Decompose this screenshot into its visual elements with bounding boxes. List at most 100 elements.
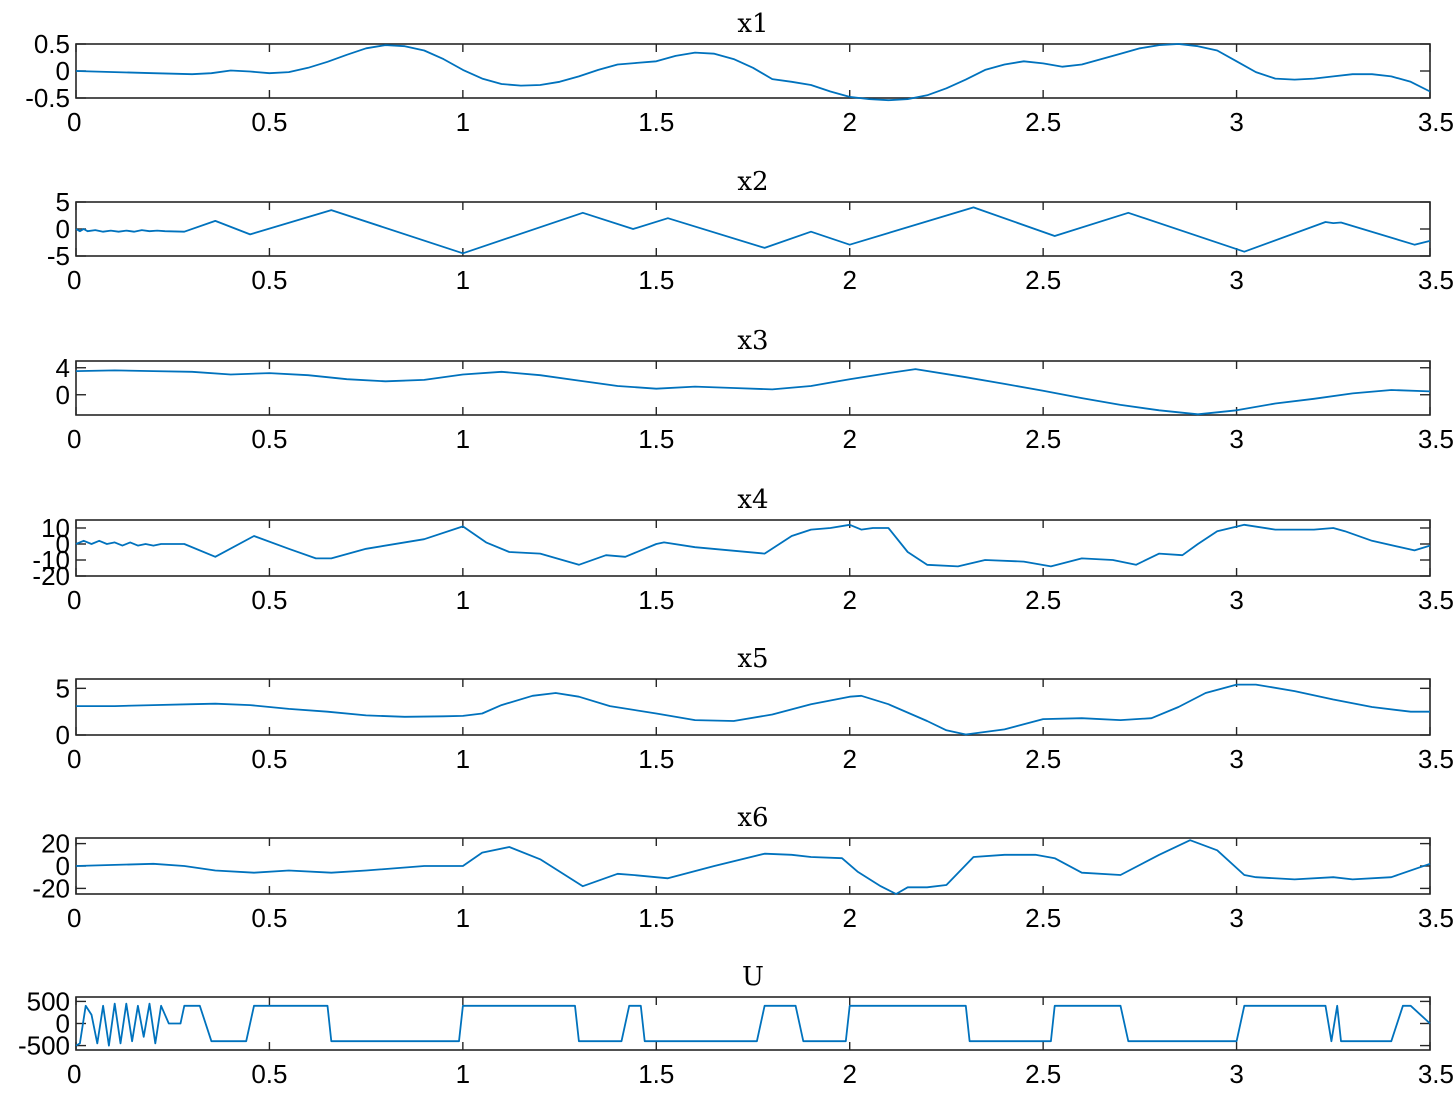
subplot-title: x3	[737, 326, 768, 356]
subplot-title: x4	[737, 485, 768, 515]
y-tick-label: -5	[47, 241, 70, 271]
series-line-u	[75, 1002, 1431, 1047]
subplot-x5: x5 0 0.5 1 1.5 2 2.5 3 3.5 0 5	[56, 644, 1454, 774]
subplot-title: x2	[737, 167, 768, 197]
x-tick-label: 1	[456, 424, 470, 454]
series-line-x2	[75, 206, 1431, 255]
x-tick-label: 0.5	[251, 1059, 287, 1089]
x-tick-label: 3	[1229, 424, 1243, 454]
x-tick-label: 3	[1229, 1059, 1243, 1089]
x-tick-label: 0.5	[251, 424, 287, 454]
subplot-x2: x20 0.5 1 1.5 2 2.5 3 3.5-505	[47, 167, 1454, 295]
x-tick-label: 3.5	[1418, 744, 1454, 774]
x-tick-label: 2	[842, 744, 856, 774]
x-tick-label: 0.5	[251, 744, 287, 774]
y-tick-label: 0	[56, 529, 70, 559]
y-tick-label: -0.5	[25, 83, 70, 113]
x-tick-label: 1	[456, 265, 470, 295]
x-tick-label: 2.5	[1025, 1059, 1061, 1089]
x-tick-label: 0.5	[251, 585, 287, 615]
y-tick-label: 5	[56, 673, 70, 703]
x-tick-label: 2	[842, 585, 856, 615]
axes-frame	[75, 837, 1431, 895]
x-tick-label: 0	[67, 1059, 81, 1089]
y-tick-label: 500	[27, 986, 70, 1016]
y-tick-label: 0	[56, 380, 70, 410]
x-tick-label: 3	[1229, 903, 1243, 933]
y-tick-label: 0	[56, 56, 70, 86]
x-tick-label: 3.5	[1418, 265, 1454, 295]
x-tick-label: 3.5	[1418, 903, 1454, 933]
x-tick-label: 3	[1229, 585, 1243, 615]
x-tick-label: 2.5	[1025, 585, 1061, 615]
x-tick-label: 3.5	[1418, 424, 1454, 454]
x-tick-label: 3.5	[1418, 585, 1454, 615]
x-tick-label: 1.5	[638, 1059, 674, 1089]
x-tick-label: 1.5	[638, 107, 674, 137]
x-tick-label: 2.5	[1025, 903, 1061, 933]
x-tick-label: 2.5	[1025, 265, 1061, 295]
y-tick-label: 0	[56, 851, 70, 881]
subplot-title: x1	[737, 9, 768, 39]
subplot-x3: x30 0.5 1 1.5 2 2.5 3 3.504	[56, 326, 1454, 454]
x-tick-label: 1	[456, 744, 470, 774]
subplot-title: U	[742, 962, 764, 992]
x-tick-label: 1.5	[638, 424, 674, 454]
x-tick-label: 2	[842, 903, 856, 933]
y-tick-label: 10	[41, 513, 70, 543]
y-tick-label: -500	[18, 1031, 70, 1061]
x-tick-label: 1.5	[638, 903, 674, 933]
y-tick-label: 20	[41, 829, 70, 859]
x-tick-label: 0	[67, 903, 81, 933]
x-tick-label: 2	[842, 1059, 856, 1089]
y-tick-label: 0	[56, 214, 70, 244]
y-tick-label: -20	[32, 873, 70, 903]
x-tick-label: 1	[456, 107, 470, 137]
x-tick-label: 0	[67, 744, 81, 774]
series-line-x5	[76, 683, 1430, 736]
y-tick-label: -10	[32, 545, 70, 575]
y-tick-label: 0	[56, 720, 70, 750]
x-tick-label: 1.5	[638, 265, 674, 295]
axes-frame	[75, 43, 1431, 99]
y-tick-label: 0.5	[34, 29, 70, 59]
x-tick-label: 1.5	[638, 744, 674, 774]
x-tick-label: 1	[456, 1059, 470, 1089]
x-tick-label: 1	[456, 903, 470, 933]
subplot-title: x5	[737, 644, 768, 674]
x-tick-label: 1	[456, 585, 470, 615]
x-tick-label: 0	[67, 265, 81, 295]
x-tick-label: 0	[67, 424, 81, 454]
x-tick-label: 0	[67, 585, 81, 615]
x-tick-label: 0.5	[251, 107, 287, 137]
y-tick-label: -20	[32, 561, 70, 591]
subplot-title: x6	[737, 803, 768, 833]
x-tick-label: 3	[1229, 265, 1243, 295]
x-tick-label: 0.5	[251, 903, 287, 933]
x-tick-label: 2.5	[1025, 107, 1061, 137]
x-tick-label: 2	[842, 424, 856, 454]
x-tick-label: 0.5	[251, 265, 287, 295]
axes-frame	[75, 201, 1431, 257]
x-tick-label: 2.5	[1025, 424, 1061, 454]
x-tick-label: 3	[1229, 744, 1243, 774]
x-tick-label: 0	[67, 107, 81, 137]
x-tick-label: 2	[842, 107, 856, 137]
x-tick-label: 2.5	[1025, 744, 1061, 774]
series-line-x3	[75, 368, 1431, 416]
series-line-x6	[75, 839, 1431, 895]
series-line-x4	[75, 523, 1431, 568]
x-tick-label: 3.5	[1418, 107, 1454, 137]
axes-frame	[75, 519, 1431, 577]
y-tick-label: 0	[56, 1009, 70, 1039]
x-tick-label: 3.5	[1418, 1059, 1454, 1089]
x-tick-label: 1.5	[638, 585, 674, 615]
axes-frame	[75, 678, 1431, 736]
series-line-x1	[75, 43, 1431, 102]
x-tick-label: 2	[842, 265, 856, 295]
subplot-x1: x10 0.5 1 1.5 2 2.5 3 3.5-0.500.5	[25, 9, 1454, 137]
